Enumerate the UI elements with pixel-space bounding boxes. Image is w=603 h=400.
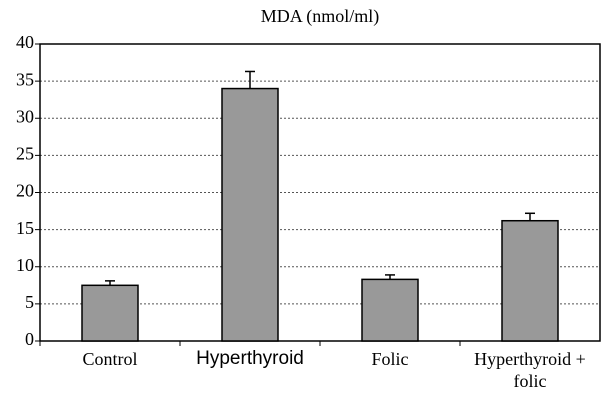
y-tick-label: 30: [16, 106, 34, 126]
y-tick-label: 0: [25, 329, 34, 349]
bar: [221, 87, 279, 342]
bar: [81, 284, 139, 342]
y-tick-label: 5: [25, 292, 34, 312]
bar: [361, 278, 419, 342]
x-tick-label: Hyperthyroid + folic: [474, 349, 586, 391]
y-tick-label: 10: [16, 255, 34, 275]
y-tick-label: 20: [16, 181, 34, 201]
y-tick-label: 40: [16, 32, 34, 52]
x-tick-label: Control: [82, 349, 138, 369]
y-tick-label: 25: [16, 144, 34, 164]
bar: [501, 219, 559, 342]
x-tick-label: Hyperthyroid: [196, 348, 304, 369]
chart-title: MDA (nmol/ml): [261, 6, 380, 27]
y-tick-label: 35: [16, 69, 34, 89]
y-tick-label: 15: [16, 218, 34, 238]
x-tick-label: Folic: [371, 349, 409, 369]
